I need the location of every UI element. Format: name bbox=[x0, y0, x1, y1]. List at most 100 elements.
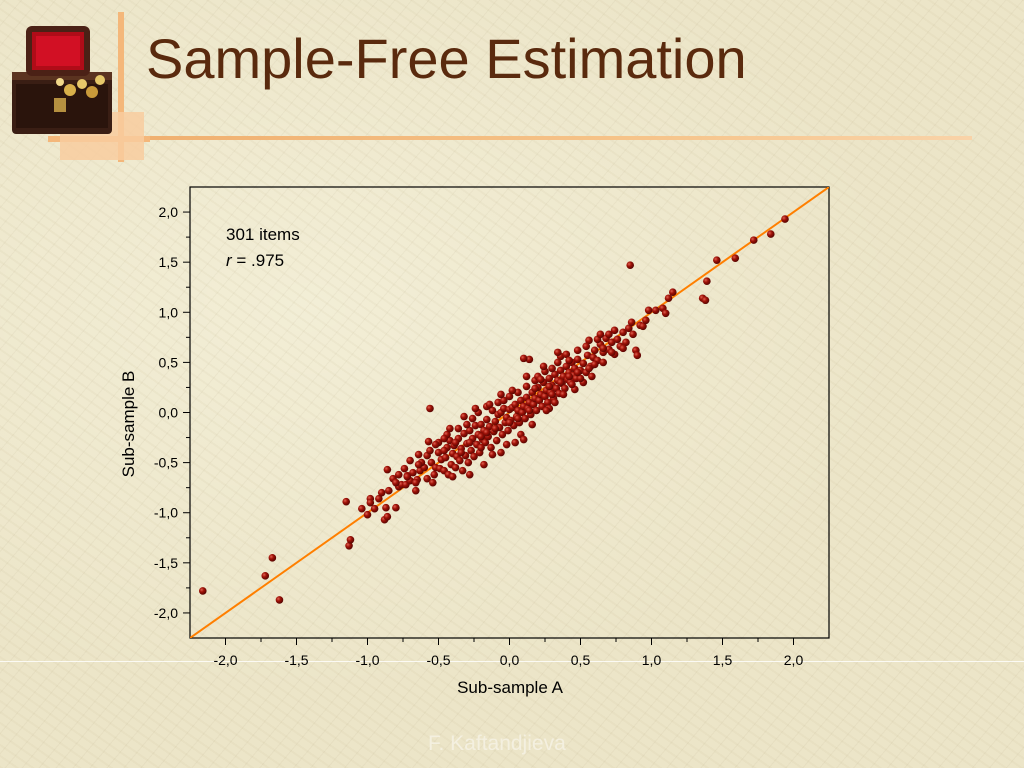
data-point bbox=[481, 438, 490, 447]
data-point bbox=[423, 474, 431, 483]
data-point bbox=[627, 318, 636, 327]
data-point bbox=[619, 344, 627, 353]
x-tick-label: -1,0 bbox=[355, 652, 379, 668]
y-tick-label: 0,5 bbox=[159, 354, 179, 370]
data-point bbox=[629, 330, 637, 339]
data-point bbox=[261, 572, 270, 580]
data-point bbox=[427, 458, 436, 467]
data-point bbox=[539, 362, 548, 371]
data-point bbox=[610, 326, 619, 335]
data-point bbox=[383, 512, 392, 521]
data-point bbox=[377, 488, 386, 497]
data-point bbox=[441, 453, 450, 462]
footer-author: F. Kaftandjieva bbox=[428, 732, 566, 755]
y-tick-label: -2,0 bbox=[154, 605, 178, 621]
data-point bbox=[424, 437, 433, 446]
data-point bbox=[498, 430, 507, 439]
data-point bbox=[529, 400, 538, 409]
data-point bbox=[749, 236, 758, 244]
data-point bbox=[703, 277, 711, 286]
data-point bbox=[661, 309, 670, 318]
slide-title: Sample-Free Estimation bbox=[146, 27, 747, 90]
data-point bbox=[514, 414, 522, 423]
data-point bbox=[607, 348, 616, 357]
y-tick-label: -0,5 bbox=[154, 455, 178, 471]
y-tick-label: -1,5 bbox=[154, 555, 178, 571]
data-point bbox=[548, 390, 556, 399]
data-point bbox=[446, 424, 454, 433]
data-point bbox=[468, 414, 477, 423]
data-point bbox=[488, 406, 497, 415]
data-point bbox=[383, 465, 392, 474]
data-point bbox=[568, 380, 576, 389]
data-point bbox=[471, 404, 480, 413]
data-point bbox=[535, 396, 544, 405]
data-point bbox=[488, 450, 497, 459]
data-point bbox=[497, 448, 505, 457]
data-point bbox=[342, 497, 351, 506]
data-point bbox=[370, 504, 379, 513]
y-axis-ticks: -2,0 -1,5 -1,0 -0,5 0,0 0,5 1,0 1,5 2,0 bbox=[154, 204, 190, 621]
data-point bbox=[525, 406, 534, 415]
data-point bbox=[781, 215, 789, 223]
data-point bbox=[465, 470, 474, 479]
data-point bbox=[375, 494, 383, 503]
data-point bbox=[624, 324, 633, 333]
data-point bbox=[599, 344, 608, 353]
y-tick-label: 1,5 bbox=[159, 254, 179, 270]
data-point bbox=[613, 335, 622, 344]
data-point bbox=[525, 355, 534, 364]
data-point bbox=[664, 294, 673, 303]
data-point bbox=[502, 440, 511, 449]
data-point bbox=[414, 450, 423, 459]
data-point bbox=[576, 374, 585, 383]
data-point bbox=[366, 498, 375, 507]
y-tick-label: 0,0 bbox=[159, 405, 179, 421]
data-point bbox=[268, 554, 277, 562]
data-point bbox=[500, 404, 508, 413]
data-point bbox=[519, 354, 528, 363]
data-point bbox=[561, 384, 569, 393]
data-point bbox=[545, 374, 554, 383]
data-point bbox=[487, 443, 495, 452]
data-point bbox=[536, 375, 545, 384]
data-point bbox=[454, 424, 463, 433]
title-underline bbox=[150, 136, 972, 140]
y-tick-label: 1,0 bbox=[159, 304, 179, 320]
data-point bbox=[528, 420, 537, 429]
data-point bbox=[599, 358, 608, 367]
y-tick-label: 2,0 bbox=[159, 204, 179, 220]
data-point bbox=[460, 412, 468, 421]
data-point bbox=[562, 362, 571, 371]
data-point bbox=[431, 440, 440, 449]
data-point bbox=[565, 372, 573, 381]
data-point bbox=[400, 464, 409, 473]
data-point bbox=[544, 398, 552, 407]
x-tick-label: -0,5 bbox=[426, 652, 450, 668]
data-point bbox=[451, 438, 460, 447]
data-point bbox=[639, 322, 647, 331]
data-point bbox=[731, 254, 740, 262]
data-point bbox=[485, 400, 494, 409]
data-point bbox=[590, 346, 599, 355]
data-point bbox=[477, 420, 485, 429]
data-point bbox=[559, 390, 568, 399]
data-point bbox=[605, 330, 613, 339]
data-point bbox=[573, 346, 582, 355]
data-point bbox=[562, 350, 571, 359]
data-point bbox=[504, 426, 512, 435]
data-point bbox=[429, 478, 437, 487]
data-point bbox=[403, 472, 412, 481]
data-point bbox=[644, 306, 653, 315]
data-point bbox=[392, 478, 400, 487]
annotation-items: 301 items bbox=[226, 225, 300, 244]
data-point bbox=[426, 404, 434, 413]
data-point bbox=[519, 435, 528, 444]
data-point bbox=[585, 336, 593, 345]
data-point bbox=[471, 421, 480, 430]
data-point bbox=[551, 398, 559, 407]
x-tick-label: -2,0 bbox=[213, 652, 237, 668]
data-point bbox=[548, 364, 556, 373]
data-point bbox=[505, 418, 514, 427]
data-point bbox=[633, 351, 642, 360]
